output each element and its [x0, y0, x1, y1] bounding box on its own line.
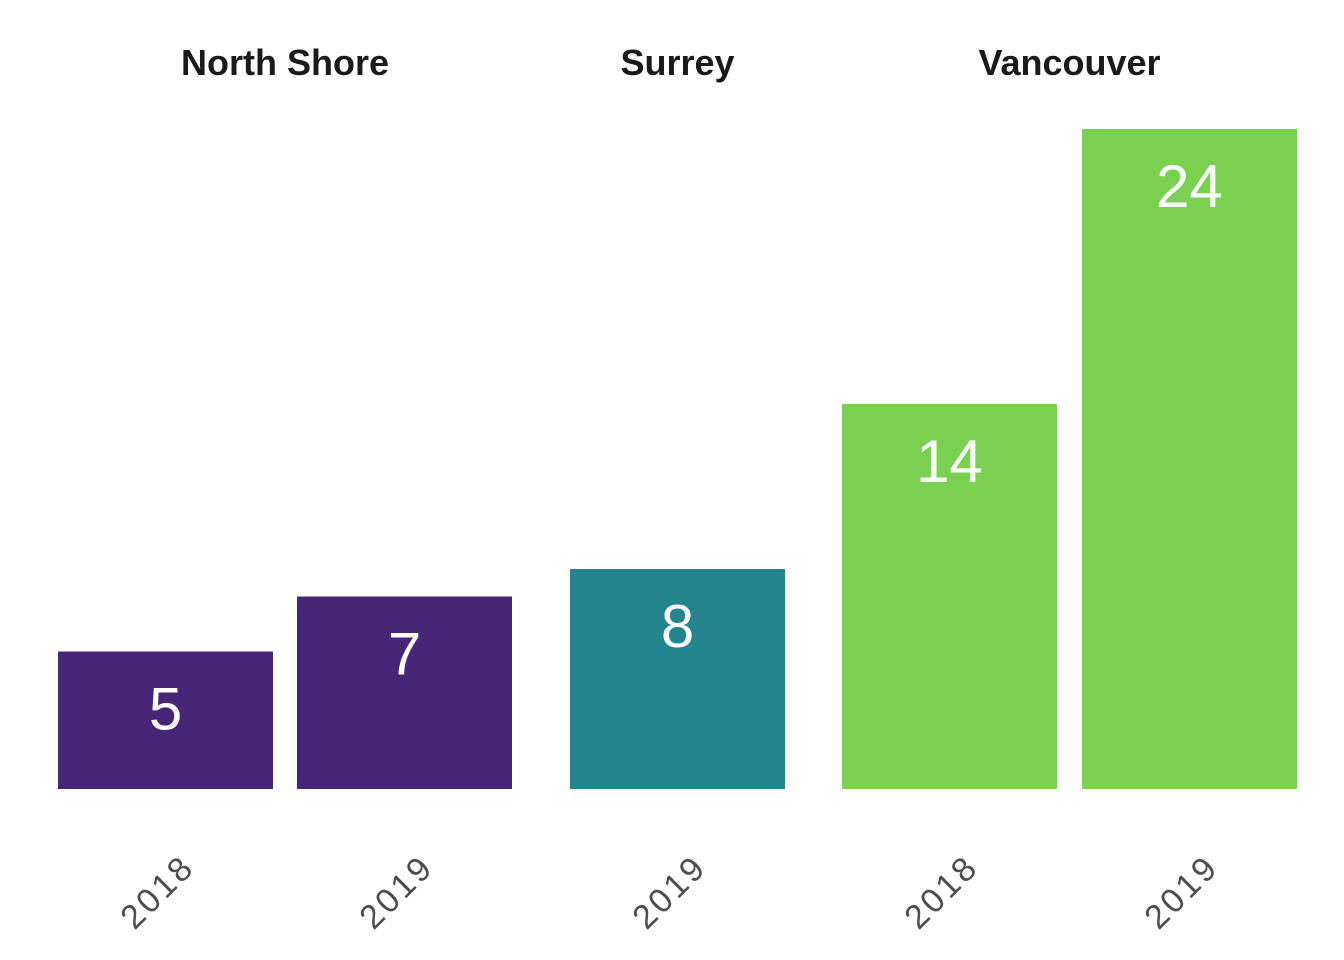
bar-value-label: 24	[1156, 153, 1223, 220]
facet-title: North Shore	[181, 42, 389, 83]
facet-vancouver: Vancouver 14 2018 24 2019	[842, 42, 1297, 937]
bar-value-label: 7	[388, 621, 421, 688]
x-tick-label: 2019	[1137, 848, 1226, 937]
bar-value-label: 14	[916, 428, 983, 495]
x-tick-label: 2019	[625, 848, 714, 937]
facet-surrey: Surrey 8 2019	[570, 42, 785, 937]
bar	[1082, 129, 1297, 789]
bar	[58, 651, 273, 789]
facet-north-shore: North Shore 5 2018 7 2019	[58, 42, 512, 937]
bar	[842, 404, 1057, 789]
facet-title: Surrey	[620, 42, 734, 83]
x-tick-label: 2018	[897, 848, 986, 937]
x-tick-label: 2018	[113, 848, 202, 937]
x-tick-label: 2019	[352, 848, 441, 937]
bar	[297, 596, 512, 789]
bar-value-label: 5	[149, 676, 182, 743]
bar-value-label: 8	[661, 593, 694, 660]
bar	[570, 569, 785, 789]
facet-title: Vancouver	[978, 42, 1160, 83]
